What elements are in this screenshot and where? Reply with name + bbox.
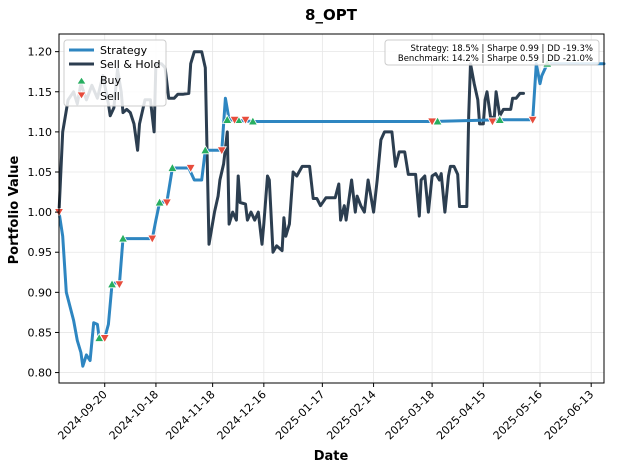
sell-marker xyxy=(527,115,538,126)
y-tick-label: 1.00 xyxy=(28,206,53,219)
y-tick-label: 1.20 xyxy=(28,46,53,59)
legend-sell-marker xyxy=(76,91,87,100)
series-layer xyxy=(57,50,606,368)
sell-marker xyxy=(216,146,227,156)
sell-marker xyxy=(161,198,173,208)
series-line-strategy xyxy=(57,62,606,368)
y-tick-label: 1.05 xyxy=(28,166,53,179)
buy-marker xyxy=(200,145,211,155)
buy-marker xyxy=(106,279,118,289)
legend-sell-label: Sell xyxy=(100,90,120,103)
sell-marker xyxy=(426,117,438,127)
buy-marker xyxy=(117,233,129,243)
buy-marker xyxy=(222,114,233,124)
legend-strategy-label: Strategy xyxy=(100,44,148,57)
y-tick-label: 0.80 xyxy=(28,367,53,380)
legend: Strategy Sell & Hold Buy Sell xyxy=(63,39,167,107)
y-tick-label: 0.85 xyxy=(28,326,53,339)
sell-marker xyxy=(487,117,498,127)
legend-box xyxy=(63,39,167,107)
buy-marker xyxy=(494,114,505,124)
sell-marker xyxy=(99,334,110,344)
series-line-sell-hold xyxy=(57,50,525,254)
sell-marker xyxy=(185,164,196,174)
sell-marker xyxy=(114,280,125,290)
buy-marker xyxy=(154,197,165,207)
plot-frame xyxy=(58,33,605,384)
sell-marker xyxy=(240,115,251,126)
buy-marker xyxy=(167,162,178,172)
y-tick-label: 0.95 xyxy=(28,246,53,259)
sell-marker xyxy=(229,115,240,126)
legend-buy-label: Buy xyxy=(100,74,122,87)
y-axis: 0.80 0.85 0.90 0.95 1.00 1.05 1.10 1.15 1.20 xyxy=(28,46,59,380)
legend-sell-hold-label: Sell & Hold xyxy=(100,58,160,71)
chart-title: 8_OPT xyxy=(305,6,358,24)
legend-buy-marker xyxy=(76,76,87,85)
y-tick-label: 1.10 xyxy=(28,126,53,139)
buy-marker xyxy=(247,116,259,126)
x-axis-label: Date xyxy=(314,449,349,464)
strategy-stats: Strategy: 18.5% | Sharpe 0.99 | DD -19.3… xyxy=(410,44,593,54)
stats-box: Strategy: 18.5% | Sharpe 0.99 | DD -19.3… xyxy=(384,39,600,66)
y-axis-label: Portfolio Value xyxy=(7,155,22,264)
y-tick-label: 0.90 xyxy=(28,286,53,299)
y-tick-label: 1.15 xyxy=(28,86,53,99)
stats-box-frame xyxy=(384,39,600,66)
benchmark-stats: Benchmark: 14.2% | Sharpe 0.59 | DD -21.… xyxy=(398,54,593,64)
sell-marker xyxy=(147,234,158,244)
